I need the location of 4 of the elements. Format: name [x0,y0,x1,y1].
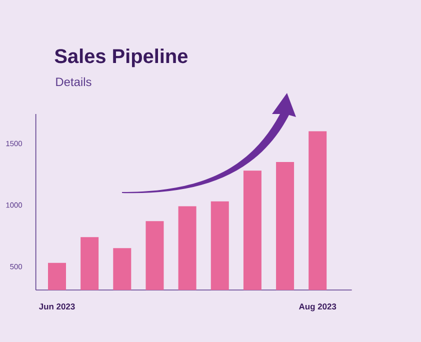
chart-subtitle: Details [56,77,92,86]
x-tick-label: Jun 2023 [39,304,75,310]
x-tick-label: Aug 2023 [298,304,336,312]
chart-title: Sales Pipeline [54,48,188,68]
